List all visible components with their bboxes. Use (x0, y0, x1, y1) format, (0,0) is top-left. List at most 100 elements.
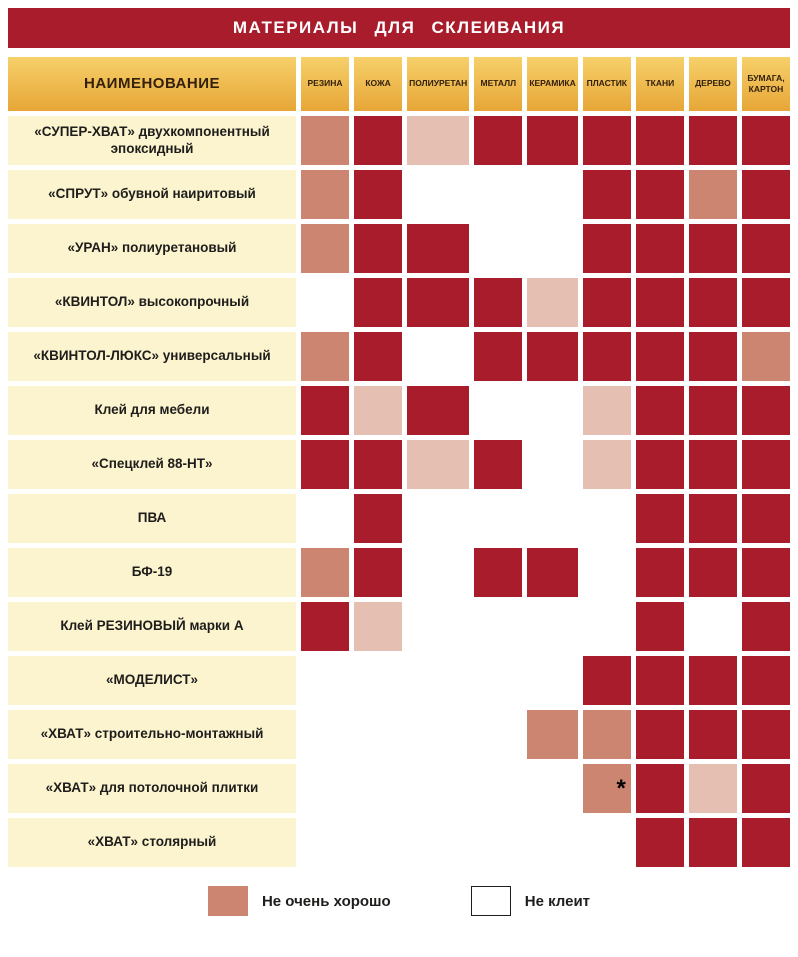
row-label: ПВА (8, 494, 296, 543)
grade-cell-ok (582, 710, 631, 759)
grade-cell-good (741, 548, 790, 597)
grade-cell-good (354, 278, 403, 327)
grade-cell-good (474, 116, 523, 165)
grade-cell-good (635, 656, 684, 705)
grade-cell-good (741, 170, 790, 219)
grade-cell-none (301, 494, 350, 543)
grade-cell-good (582, 332, 631, 381)
grade-cell-none (474, 386, 523, 435)
grade-cell-none (474, 602, 523, 651)
grade-cell-good (354, 440, 403, 489)
grade-cell-ok_light (407, 440, 470, 489)
row-label: Клей для мебели (8, 386, 296, 435)
row-label: «ХВАТ» столярный (8, 818, 296, 867)
grade-cell-none (474, 818, 523, 867)
grade-cell-none (474, 710, 523, 759)
row-label: «КВИНТОЛ-ЛЮКС» универсальный (8, 332, 296, 381)
grade-cell-good (301, 440, 350, 489)
grade-cell-good (635, 224, 684, 273)
grade-cell-none (582, 494, 631, 543)
grade-cell-good (407, 386, 470, 435)
grade-cell-good (635, 494, 684, 543)
grade-cell-ok (527, 710, 578, 759)
grade-cell-ok (741, 332, 790, 381)
grade-cell-good (635, 332, 684, 381)
grade-cell-good (527, 332, 578, 381)
glue-compatibility-table: НАИМЕНОВАНИЕ РЕЗИНА КОЖА ПОЛИУРЕТАН МЕТАЛЛ КЕ… (8, 57, 790, 867)
row-label: «СПРУТ» обувной наиритовый (8, 170, 296, 219)
grade-cell-ok_light (688, 764, 737, 813)
row-label: «КВИНТОЛ» высокопрочный (8, 278, 296, 327)
grade-cell-good (354, 170, 403, 219)
grade-cell-good (354, 332, 403, 381)
row-label: «Спецклей 88-НТ» (8, 440, 296, 489)
grade-cell-none (354, 656, 403, 705)
grade-cell-good (354, 548, 403, 597)
grade-cell-good (741, 116, 790, 165)
row-label: БФ-19 (8, 548, 296, 597)
grade-cell-good (688, 332, 737, 381)
grade-cell-none (527, 818, 578, 867)
grade-cell-good (354, 224, 403, 273)
grade-cell-good (354, 116, 403, 165)
grade-cell-none (527, 386, 578, 435)
legend-item-does-not-glue: Не клеит (470, 886, 590, 916)
grade-cell-none (301, 710, 350, 759)
grade-cell-good (635, 116, 684, 165)
name-column-header: НАИМЕНОВАНИЕ (8, 57, 296, 111)
grade-cell-none (582, 548, 631, 597)
grade-cell-good (688, 116, 737, 165)
legend-item-not-very-good: Не очень хорошо (207, 886, 391, 916)
grade-cell-good (635, 278, 684, 327)
grade-cell-none (407, 710, 470, 759)
grade-cell-ok_light (582, 440, 631, 489)
column-header: ПЛАСТИК (582, 57, 631, 111)
grade-cell-none (474, 224, 523, 273)
grade-cell-ok_light (527, 278, 578, 327)
grade-cell-ok: * (582, 764, 631, 813)
row-label: «ХВАТ» для потолочной плитки (8, 764, 296, 813)
grade-cell-good (301, 386, 350, 435)
grade-cell-good (741, 440, 790, 489)
grade-cell-good (407, 278, 470, 327)
grade-cell-good (582, 170, 631, 219)
legend: Не очень хорошо Не клеит (0, 886, 798, 916)
grade-cell-good (688, 656, 737, 705)
legend-swatch-does-not-glue (470, 886, 511, 916)
grade-cell-none (354, 710, 403, 759)
grade-cell-none (582, 818, 631, 867)
grade-cell-none (527, 170, 578, 219)
grade-cell-ok (688, 170, 737, 219)
grade-cell-none (527, 764, 578, 813)
grade-cell-good (688, 818, 737, 867)
grade-cell-good (474, 440, 523, 489)
grade-cell-ok_light (354, 386, 403, 435)
grade-cell-good (741, 656, 790, 705)
grade-cell-ok (301, 332, 350, 381)
grade-cell-none (474, 656, 523, 705)
grade-cell-none (407, 764, 470, 813)
row-label: «СУПЕР-ХВАТ» двухкомпонентный эпоксидный (8, 116, 296, 165)
column-header: БУМАГА, КАРТОН (741, 57, 790, 111)
grade-cell-ok_light (354, 602, 403, 651)
grade-cell-none (527, 494, 578, 543)
grade-cell-none (354, 818, 403, 867)
grade-cell-good (635, 440, 684, 489)
grade-cell-good (582, 656, 631, 705)
grade-cell-none (527, 656, 578, 705)
grade-cell-good (741, 278, 790, 327)
grade-cell-good (301, 602, 350, 651)
grade-cell-good (635, 710, 684, 759)
grade-cell-good (688, 386, 737, 435)
grade-cell-none (527, 440, 578, 489)
grade-cell-good (635, 764, 684, 813)
grade-cell-ok (301, 548, 350, 597)
grade-cell-good (635, 386, 684, 435)
grade-cell-none (407, 494, 470, 543)
grade-cell-good (741, 710, 790, 759)
row-label: Клей РЕЗИНОВЫЙ марки А (8, 602, 296, 651)
grade-cell-none (301, 656, 350, 705)
grade-cell-none (474, 170, 523, 219)
grade-cell-none (474, 494, 523, 543)
